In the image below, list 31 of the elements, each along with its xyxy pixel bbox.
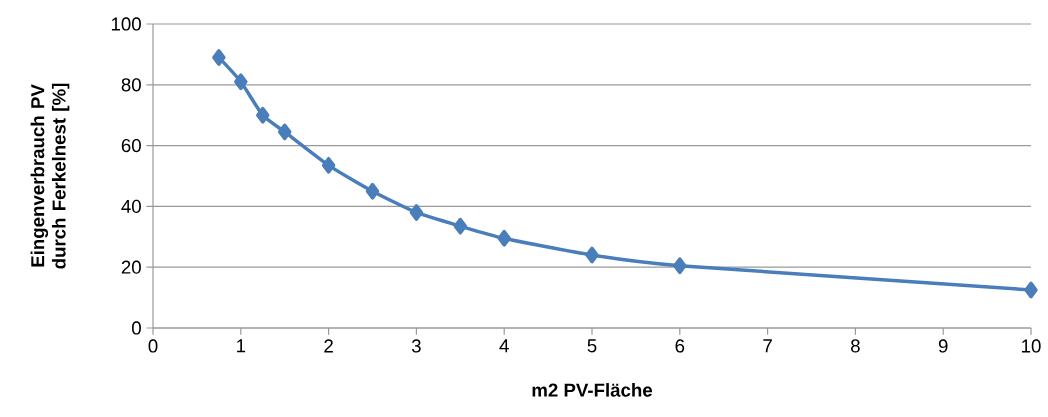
x-tick-label: 6 xyxy=(675,339,685,353)
y-tick-label: 60 xyxy=(121,138,141,153)
y-tick-label: 100 xyxy=(111,17,141,31)
x-tick-label: 1 xyxy=(237,339,246,353)
y-tick-label: 80 xyxy=(121,78,141,92)
x-tick-label: 10 xyxy=(1022,339,1041,353)
y-tick-label: 20 xyxy=(121,260,141,274)
x-tick-label: 0 xyxy=(148,339,158,353)
y-tick-label: 0 xyxy=(131,321,141,335)
x-tick-label: 3 xyxy=(411,339,421,353)
point xyxy=(585,246,599,264)
y-axis-title: Eingenverbrauch PV durch Ferkelnest [%] xyxy=(30,83,70,269)
x-axis-title: m2 PV-Fläche xyxy=(532,383,653,397)
point xyxy=(673,257,687,275)
point xyxy=(409,204,424,221)
x-tick-label: 2 xyxy=(324,339,333,353)
point xyxy=(321,156,336,174)
point xyxy=(277,123,292,141)
point xyxy=(212,49,226,66)
point xyxy=(234,73,248,91)
point xyxy=(1024,281,1038,299)
x-tick-label: 9 xyxy=(938,339,948,353)
point xyxy=(497,229,511,247)
x-tick-label: 8 xyxy=(851,339,860,353)
point xyxy=(256,106,270,124)
point xyxy=(453,217,468,235)
x-tick-label: 4 xyxy=(499,339,509,353)
x-tick-label: 5 xyxy=(587,339,597,353)
y-tick-label: 40 xyxy=(121,199,141,213)
point xyxy=(365,182,380,200)
x-tick-label: 7 xyxy=(763,339,772,353)
